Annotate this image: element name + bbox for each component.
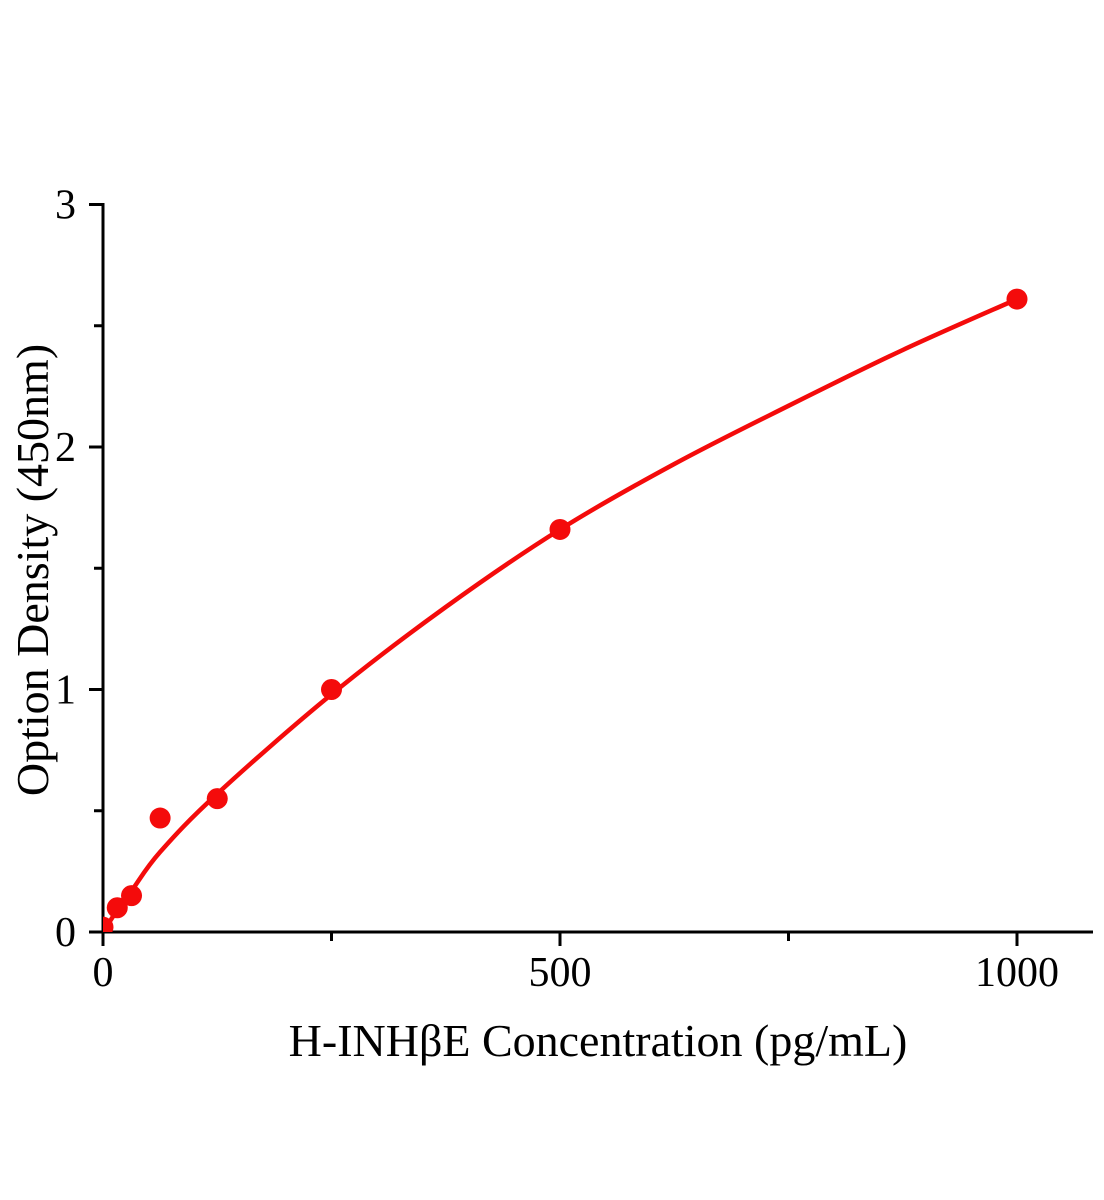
data-point-marker xyxy=(149,807,171,829)
data-point-marker xyxy=(103,916,114,932)
y-tick-label: 1 xyxy=(55,668,76,714)
x-tick-label: 1000 xyxy=(975,950,1059,996)
data-point-marker xyxy=(206,788,228,810)
fit-curve-line xyxy=(103,296,1020,932)
y-tick-label: 3 xyxy=(55,183,76,229)
data-point-marker xyxy=(549,518,571,540)
data-points-group xyxy=(103,288,1028,932)
data-point-marker xyxy=(321,679,342,700)
x-axis-title: H-INHβE Concentration (pg/mL) xyxy=(288,1015,908,1066)
y-tick-label: 2 xyxy=(55,425,76,471)
data-point-marker xyxy=(1006,288,1028,310)
data-point-marker xyxy=(121,885,143,907)
x-tick-label: 0 xyxy=(93,950,114,996)
x-tick-label: 500 xyxy=(529,950,592,996)
y-tick-label: 0 xyxy=(55,910,76,956)
data-point-marker xyxy=(106,897,128,919)
y-axis-title: Option Density (450nm) xyxy=(7,343,58,797)
